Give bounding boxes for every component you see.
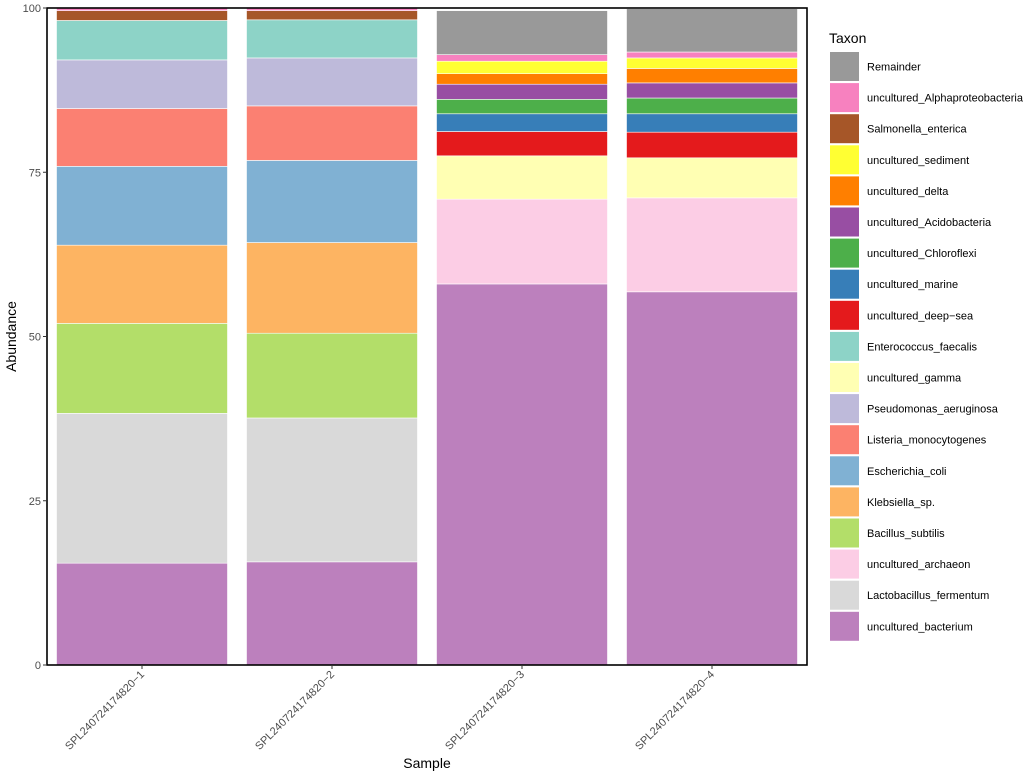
legend-label: uncultured_delta	[867, 186, 949, 198]
legend-label: Salmonella_enterica	[867, 124, 968, 136]
bar-segment	[436, 155, 608, 200]
x-tick-label: SPL240724174820−3	[443, 669, 527, 753]
legend-label: uncultured_marine	[867, 279, 958, 291]
legend-key	[830, 425, 859, 455]
bar-segment	[436, 83, 608, 100]
legend-key	[830, 52, 859, 81]
legend-label: uncultured_Chloroflexi	[867, 248, 976, 260]
legend: Taxon Remainder uncultured_Alphaproteobac…	[829, 30, 1024, 641]
legend-label: Pseudomonas_aeruginosa	[867, 404, 999, 416]
bar-segment	[436, 131, 608, 157]
x-tick-label: SPL240724174820−2	[253, 669, 337, 753]
legend-key	[830, 176, 859, 206]
legend-label: uncultured_Acidobacteria	[867, 217, 992, 229]
bar-segment	[436, 113, 608, 132]
legend-label: uncultured_archaeon	[867, 559, 970, 571]
bar-segment	[626, 113, 798, 133]
bar-segment	[56, 10, 228, 21]
legend-key	[830, 331, 859, 361]
bar-segment	[56, 166, 228, 246]
legend-label: Klebsiella_sp.	[867, 497, 935, 509]
legend-key	[830, 145, 859, 175]
legend-key	[830, 238, 859, 268]
legend-label: uncultured_sediment	[867, 155, 969, 167]
y-tick-label: 75	[29, 167, 41, 179]
bar-segment	[626, 157, 798, 199]
bar-segment	[626, 291, 798, 666]
legend-label: Remainder	[867, 62, 921, 74]
bar-segment	[246, 242, 418, 334]
bar-segment	[436, 10, 608, 55]
x-axis: SPL240724174820−1 SPL240724174820−2 SPL240…	[63, 665, 717, 753]
x-tick-label: SPL240724174820−1	[63, 669, 147, 753]
bar-segment	[246, 417, 418, 563]
legend-label: uncultured_gamma	[867, 373, 962, 385]
legend-key	[830, 580, 859, 610]
legend-key	[830, 394, 859, 424]
bar-segment	[246, 160, 418, 243]
bar-segment	[436, 99, 608, 115]
bar-segment	[436, 198, 608, 285]
y-tick-label: 50	[29, 332, 41, 344]
x-tick-label: SPL240724174820−4	[633, 669, 717, 753]
bar-segment	[246, 19, 418, 59]
x-axis-title: Sample	[403, 755, 451, 771]
legend-key	[830, 114, 859, 144]
legend-key	[830, 207, 859, 237]
legend-label: uncultured_deep−sea	[867, 310, 974, 322]
bar-segment	[626, 131, 798, 159]
bar-segment	[56, 413, 228, 564]
legend-key	[830, 269, 859, 299]
legend-label: Enterococcus_faecalis	[867, 341, 978, 353]
y-axis: 0 25 50 75 100	[23, 3, 47, 672]
bar-segment	[626, 197, 798, 293]
bar-segment	[626, 57, 798, 69]
bar-segment	[246, 57, 418, 107]
legend-key	[830, 83, 859, 113]
legend-label: Lactobacillus_fermentum	[867, 590, 989, 602]
bar-segment	[436, 73, 608, 85]
bar-segment	[56, 323, 228, 414]
legend-label: Bacillus_subtilis	[867, 528, 945, 540]
legend-key	[830, 487, 859, 517]
y-tick-label: 0	[35, 660, 41, 672]
legend-label: Listeria_monocytogenes	[867, 435, 987, 447]
bar-segment	[626, 68, 798, 84]
bar-segment	[436, 60, 608, 74]
bar-segment	[436, 283, 608, 666]
legend-key	[830, 456, 859, 486]
bar-segment	[56, 59, 228, 109]
legend-label: uncultured_bacterium	[867, 621, 973, 633]
bar-segment	[246, 10, 418, 21]
legend-key	[830, 300, 859, 330]
legend-label: Escherichia_coli	[867, 466, 946, 478]
bar-stacks	[56, 7, 798, 666]
bar-segment	[626, 97, 798, 115]
bar-segment	[56, 20, 228, 61]
legend-key	[830, 549, 859, 579]
y-tick-label: 100	[23, 3, 41, 15]
bar-segment	[436, 54, 608, 62]
bar-segment	[56, 108, 228, 167]
y-axis-title: Abundance	[3, 301, 19, 372]
legend-label: uncultured_Alphaproteobacteria	[867, 93, 1024, 105]
bar-segment	[626, 8, 798, 53]
legend-title: Taxon	[829, 30, 866, 46]
legend-key	[830, 518, 859, 548]
bar-segment	[626, 82, 798, 99]
bar-segment	[246, 561, 418, 666]
bar-segment	[56, 562, 228, 666]
legend-key	[830, 363, 859, 392]
bar-segment	[246, 105, 418, 161]
bar-segment	[626, 51, 798, 59]
bar-segment	[246, 332, 418, 419]
y-tick-label: 25	[29, 496, 41, 508]
bar-segment	[56, 244, 228, 324]
legend-key	[830, 611, 859, 641]
